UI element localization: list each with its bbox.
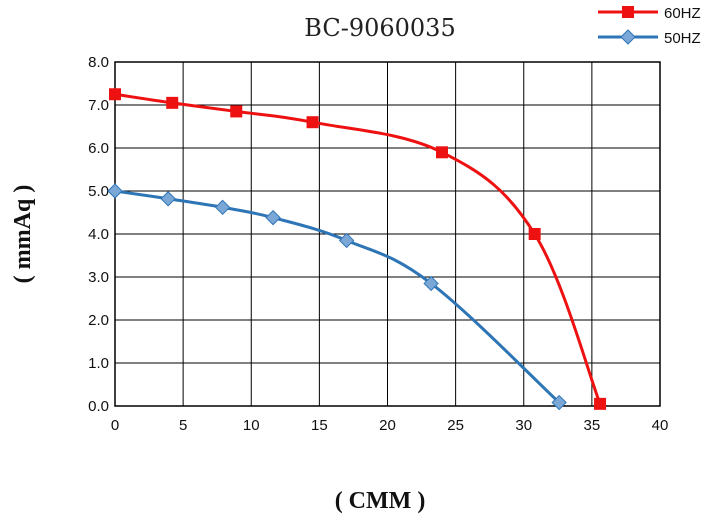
x-tick-label: 20 <box>379 417 396 434</box>
y-tick-label: 4.0 <box>88 226 109 243</box>
legend-label-60hz: 60HZ <box>664 5 701 22</box>
data-point-60hz <box>594 397 607 410</box>
x-tick-label: 40 <box>652 417 669 434</box>
x-tick-label: 0 <box>111 417 119 434</box>
x-tick-label: 5 <box>179 417 187 434</box>
x-tick-label: 10 <box>243 417 260 434</box>
legend-item-60hz: 60HZ <box>598 5 701 22</box>
legend: 60HZ 50HZ <box>598 5 701 47</box>
series-50hz <box>107 183 567 411</box>
y-tick-label: 1.0 <box>88 355 109 372</box>
y-tick-label: 6.0 <box>88 140 109 157</box>
series-line-60hz <box>113 92 602 406</box>
y-tick-label: 8.0 <box>88 54 109 71</box>
data-point-50hz <box>107 183 123 199</box>
legend-marker-square <box>622 6 634 18</box>
x-tick-label: 25 <box>447 417 464 434</box>
y-tick-label: 0.0 <box>88 398 109 415</box>
data-point-50hz <box>214 199 231 216</box>
x-axis-label: ( CMM ) <box>335 488 426 514</box>
series-60hz <box>109 88 607 410</box>
data-point-60hz <box>528 228 541 240</box>
data-point-60hz <box>306 116 319 129</box>
data-point-60hz <box>436 146 448 159</box>
legend-item-50hz: 50HZ <box>598 29 701 47</box>
y-tick-label: 7.0 <box>88 97 109 114</box>
legend-label-50hz: 50HZ <box>664 30 701 47</box>
chart-title: BC-9060035 <box>304 14 455 42</box>
plot-frame <box>114 61 661 407</box>
data-point-60hz <box>166 96 179 109</box>
x-tick-label: 15 <box>311 417 328 434</box>
y-tick-label: 3.0 <box>88 269 109 286</box>
y-axis-ticks: 0.0 1.0 2.0 3.0 4.0 5.0 6.0 7.0 8.0 <box>88 54 109 415</box>
data-point-50hz <box>423 275 439 292</box>
data-point-50hz <box>338 232 355 249</box>
data-point-60hz <box>230 105 243 118</box>
y-tick-label: 2.0 <box>88 312 109 329</box>
data-point-50hz <box>551 394 567 411</box>
data-point-50hz <box>160 191 176 207</box>
x-tick-label: 30 <box>515 417 532 434</box>
series-line-50hz <box>113 189 561 405</box>
legend-marker-diamond <box>620 29 636 45</box>
series-layer <box>107 88 607 411</box>
grid <box>114 61 661 407</box>
x-axis-ticks: 0 5 10 15 20 25 30 35 40 <box>111 417 669 434</box>
x-tick-label: 35 <box>584 417 601 434</box>
data-point-50hz <box>265 209 281 226</box>
data-point-60hz <box>109 88 121 101</box>
y-axis-label: ( mmAq ) <box>10 185 36 284</box>
y-tick-label: 5.0 <box>88 183 109 200</box>
